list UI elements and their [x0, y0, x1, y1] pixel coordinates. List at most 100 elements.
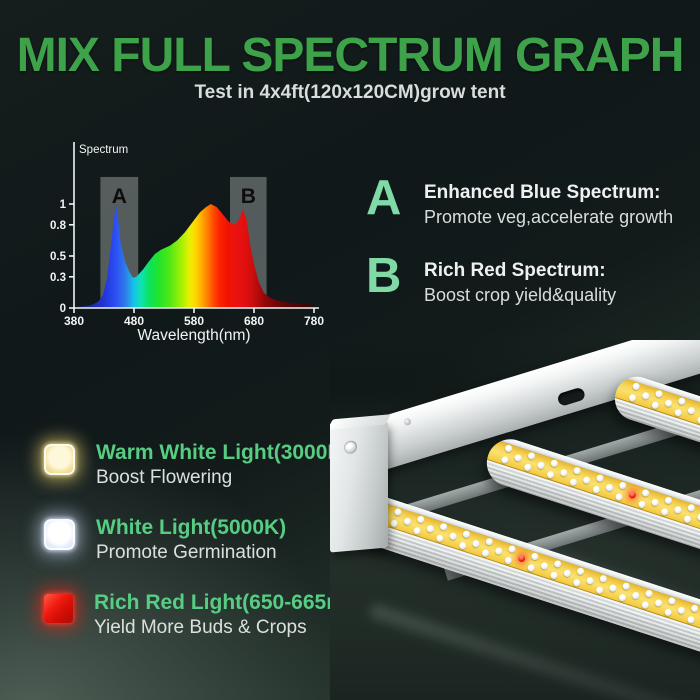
legend-heading: White Light(5000K): [96, 516, 287, 539]
white-led-dot: [641, 488, 651, 498]
white-led-dot: [500, 455, 510, 465]
white-led-dot: [504, 444, 514, 453]
feature-letter-b: B: [366, 249, 402, 303]
white-led-dot: [673, 408, 683, 418]
page-title: MIX FULL SPECTRUM GRAPH: [16, 29, 685, 82]
red-led-icon: [44, 594, 73, 623]
white-led-dot: [507, 544, 517, 554]
white-led-dot: [425, 524, 435, 534]
legend-heading: Warm White Light(3000K): [96, 441, 350, 464]
legend-description: Boost Flowering: [96, 467, 233, 488]
white-led-dot: [513, 453, 523, 463]
white-led-dot: [403, 517, 412, 526]
feature-description: Boost crop yield&quality: [424, 285, 617, 305]
white-led-dot: [559, 468, 569, 478]
white-led-dot: [484, 537, 494, 547]
white-led-dot: [660, 507, 670, 517]
white-led-dot: [591, 485, 601, 495]
white-led-dot: [608, 583, 618, 593]
red-led-dot: [627, 490, 637, 500]
white-led-dot: [640, 600, 650, 610]
white-led-dot: [530, 552, 540, 561]
screw: [403, 417, 412, 427]
light-type-legend: Warm White Light(3000K) Boost Flowering …: [44, 441, 365, 639]
svg-text:Spectrum: Spectrum: [79, 144, 128, 156]
white-led-dot: [605, 483, 614, 493]
white-led-dot: [664, 398, 673, 408]
spectrum-chart: A B 0 0.3 0.5 0.8 1 380 480 580 680 780 Spectrum Wave…: [50, 142, 324, 344]
white-led-dot: [595, 473, 605, 483]
white-led-dot: [546, 470, 556, 480]
white-led-dot: [614, 492, 624, 502]
white-led-dot: [553, 559, 563, 569]
white-led-dot: [576, 566, 585, 576]
white-led-dot: [526, 563, 536, 573]
white-led-dot: [527, 451, 536, 461]
svg-text:380: 380: [64, 314, 84, 328]
feature-heading: Enhanced Blue Spectrum:: [424, 182, 661, 203]
svg-text:0.3: 0.3: [50, 272, 66, 284]
legend-item-warm-white: Warm White Light(3000K) Boost Flowering: [44, 441, 365, 489]
svg-text:Wavelength(nm): Wavelength(nm): [137, 327, 250, 344]
feature-list: A Enhanced Blue Spectrum: Promote veg,ac…: [366, 171, 696, 337]
white-led-dot: [696, 415, 700, 425]
white-led-dot: [389, 519, 399, 528]
red-led-dot: [517, 554, 527, 563]
led-grow-light-render: [330, 340, 700, 700]
white-led-dot: [677, 606, 686, 615]
white-led-dot: [523, 462, 533, 472]
white-led-dot: [696, 512, 700, 522]
svg-text:1: 1: [60, 199, 67, 211]
white-led-dot: [686, 503, 696, 513]
spine-end-cap: [330, 421, 388, 553]
legend-description: Yield More Buds & Crops: [94, 617, 307, 638]
white-led-dot: [618, 481, 628, 491]
white-led-dot: [595, 585, 605, 595]
white-led-dot: [621, 581, 631, 591]
svg-text:780: 780: [304, 314, 324, 328]
white-led-dot: [631, 591, 641, 601]
white-led-dot: [494, 546, 504, 556]
white-led-dot: [458, 541, 468, 551]
white-led-dot: [471, 539, 481, 549]
svg-text:680: 680: [244, 314, 264, 328]
white-led-dot: [569, 477, 578, 487]
white-led-dot: [549, 458, 559, 468]
white-led-dot: [416, 515, 426, 524]
white-led-dot: [448, 531, 458, 541]
feature-blue-spectrum: A Enhanced Blue Spectrum: Promote veg,ac…: [366, 171, 696, 228]
white-led-dot: [641, 391, 651, 401]
white-led-dot: [654, 389, 664, 399]
white-led-dot: [572, 578, 582, 588]
white-led-dot: [650, 400, 660, 410]
white-led-dot: [582, 475, 592, 485]
white-led-dot: [549, 570, 559, 580]
white-led-dot: [644, 589, 654, 599]
white-led-dot: [618, 593, 627, 603]
white-led-dot: [654, 598, 663, 608]
screw: [344, 440, 357, 455]
svg-text:0: 0: [60, 303, 66, 315]
feature-heading: Rich Red Spectrum:: [424, 260, 606, 281]
white-led-dot: [562, 568, 572, 578]
white-led-dot: [690, 604, 700, 613]
white-led-dot: [540, 561, 549, 571]
white-led-dot: [435, 533, 445, 543]
feature-letter-a: A: [366, 171, 402, 225]
white-led-dot: [631, 382, 641, 391]
white-led-dot: [667, 596, 677, 606]
hanger-slot: [556, 386, 587, 407]
legend-item-red: Rich Red Light(650-665nm) Yield More Bud…: [44, 591, 365, 639]
legend-heading: Rich Red Light(650-665nm): [94, 591, 365, 614]
feature-description: Promote veg,accelerate growth: [424, 207, 674, 227]
warm-white-led-icon: [44, 444, 75, 475]
svg-text:B: B: [241, 185, 256, 208]
white-led-dot: [683, 514, 692, 524]
white-led-dot: [598, 574, 608, 584]
feature-red-spectrum: B Rich Red Spectrum: Boost crop yield&qu…: [366, 249, 696, 306]
white-led-dot: [677, 396, 687, 406]
white-led-dot: [686, 615, 696, 625]
white-led-dot: [585, 576, 595, 586]
white-led-dot: [663, 608, 673, 617]
svg-text:580: 580: [184, 314, 204, 328]
